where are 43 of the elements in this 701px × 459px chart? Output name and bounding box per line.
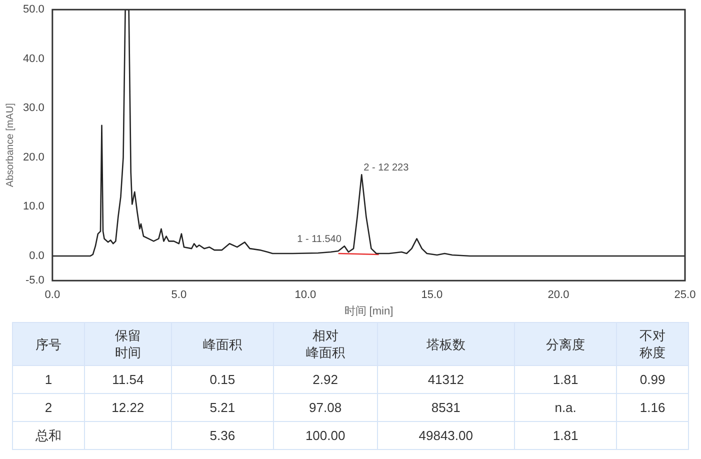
category-label: 分离度 <box>514 322 617 366</box>
text: 1.81 <box>552 372 578 387</box>
category-label: 不对称度 <box>616 322 688 366</box>
text: 49843.00 <box>418 428 473 443</box>
text: 97.08 <box>309 400 342 415</box>
y-tick-label: 0.0 <box>29 250 44 262</box>
text: 5.36 <box>210 428 236 443</box>
text: 0.15 <box>210 372 236 387</box>
category-label: 峰面积 <box>171 322 274 366</box>
text: 100.00 <box>305 428 346 443</box>
text: 8531 <box>431 400 460 415</box>
y-axis-title: Absorbance [mAU] <box>4 102 16 188</box>
category-label: 序号 <box>12 322 84 366</box>
y-tick-label: 20.0 <box>22 151 44 164</box>
x-axis-title: 时间 [min] <box>344 304 394 318</box>
text: 1.16 <box>640 400 666 415</box>
y-tick-label: -5.0 <box>25 274 44 287</box>
x-tick-label: 5.0 <box>171 289 187 302</box>
text: 41312 <box>428 372 464 387</box>
text: 12.22 <box>112 400 144 415</box>
text: n.a. <box>554 400 576 415</box>
x-tick-label: 15.0 <box>421 289 443 302</box>
y-tick-label: 30.0 <box>22 102 44 114</box>
text: 11.54 <box>112 372 144 387</box>
text: 0.99 <box>640 372 666 387</box>
category-label: 相对峰面积 <box>273 322 378 366</box>
x-tick-label: 0.0 <box>44 289 60 302</box>
x-tick-label: 10.0 <box>294 289 316 302</box>
annotation: 1 - 11.540 <box>297 234 342 245</box>
x-tick-label: 25.0 <box>674 289 696 302</box>
text: 1 <box>44 372 52 387</box>
text: 2.92 <box>312 372 338 387</box>
text: 5.21 <box>210 400 236 415</box>
text: 2 <box>44 400 52 415</box>
text: 1.81 <box>552 428 578 443</box>
annotation: 2 - 12 223 <box>364 162 410 174</box>
y-tick-label: 10.0 <box>22 200 44 213</box>
x-tick-label: 20.0 <box>548 289 570 302</box>
y-tick-label: 40.0 <box>22 52 44 65</box>
text: 总和 <box>35 428 62 443</box>
category-label: 保留时间 <box>84 322 172 366</box>
category-label: 塔板数 <box>377 322 515 366</box>
y-tick-label: 50.0 <box>22 4 44 16</box>
